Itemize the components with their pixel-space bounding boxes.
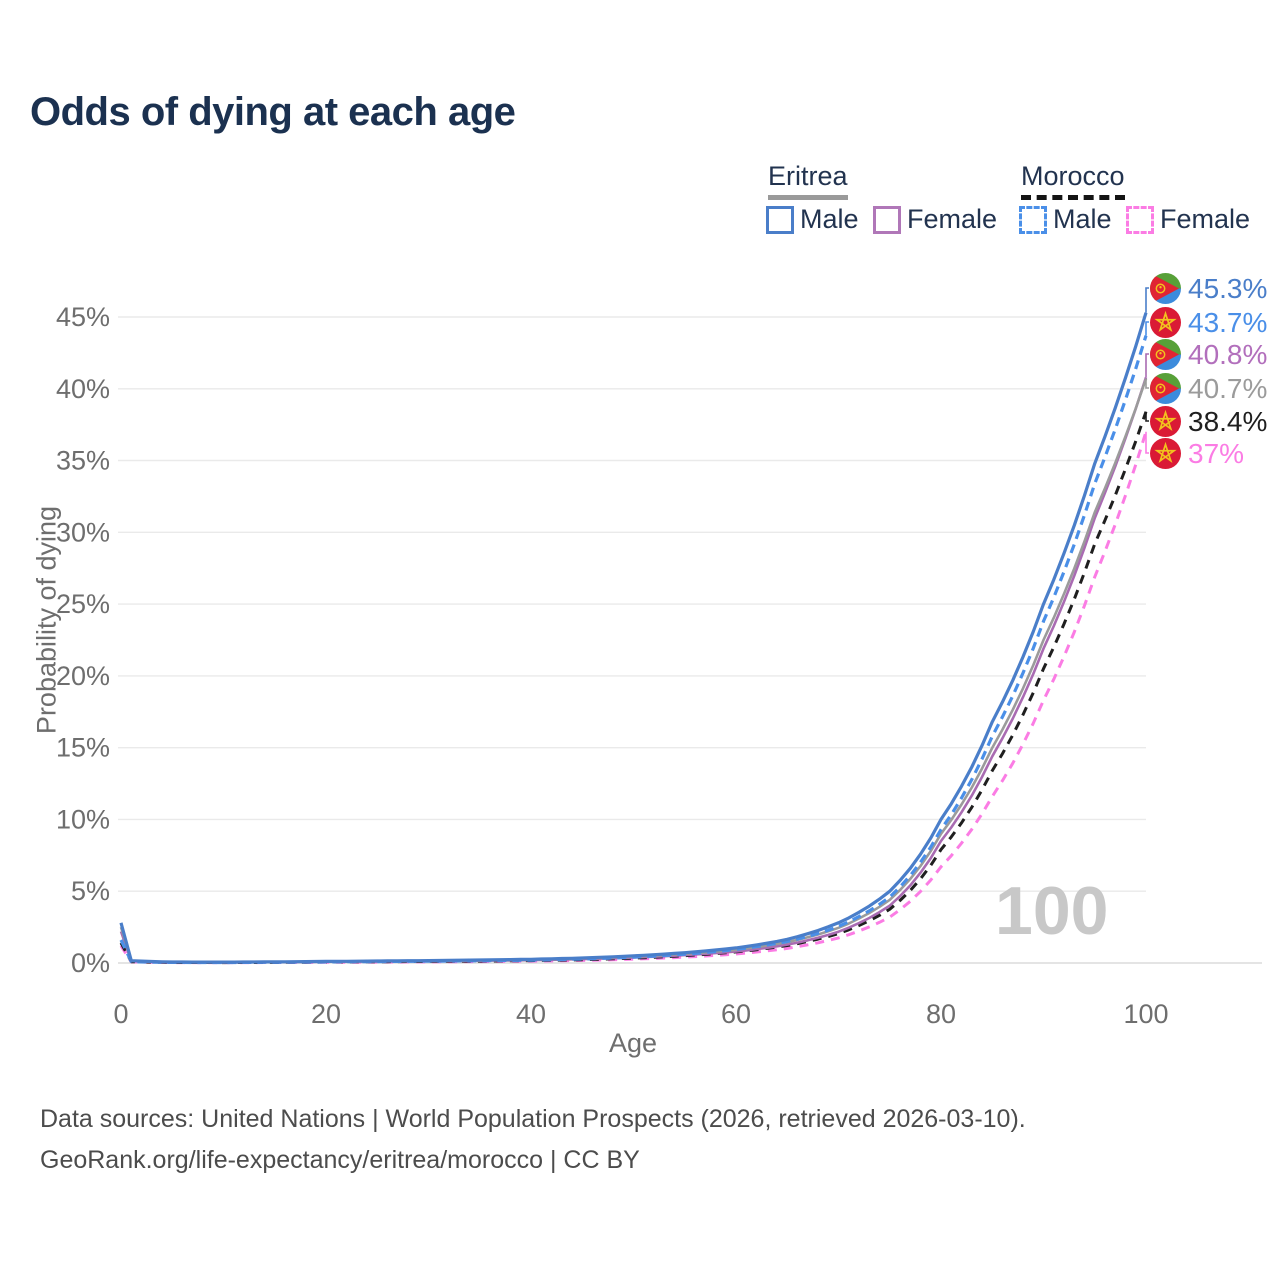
eritrea-flag-icon bbox=[1150, 339, 1181, 370]
attribution-text: GeoRank.org/life-expectancy/eritrea/moro… bbox=[40, 1146, 640, 1174]
eritrea-female-swatch-icon bbox=[873, 205, 901, 234]
y-tick-label: 15% bbox=[56, 733, 110, 763]
y-tick-label: 25% bbox=[56, 589, 110, 619]
series-line-eritrea-male bbox=[119, 312, 1148, 964]
legend-label: Female bbox=[907, 204, 998, 234]
end-label-eritrea-female: 40.8% bbox=[1150, 339, 1267, 370]
end-label-morocco-female: 37% bbox=[1150, 438, 1244, 469]
end-label-eritrea-both: 40.7% bbox=[1150, 373, 1267, 404]
y-tick-label: 35% bbox=[56, 446, 110, 476]
legend-label: Male bbox=[800, 204, 859, 234]
end-value: 38.4% bbox=[1188, 405, 1268, 437]
end-label-eritrea-male: 45.3% bbox=[1150, 273, 1267, 304]
legend-group-eritrea: Eritrea bbox=[768, 161, 848, 200]
end-value: 40.7% bbox=[1188, 372, 1268, 404]
legend-label: Male bbox=[1053, 204, 1112, 234]
legend-item-morocco-female[interactable]: Female bbox=[1126, 204, 1250, 235]
x-tick-label: 60 bbox=[721, 999, 751, 1029]
series-line-morocco-female bbox=[119, 431, 1148, 965]
y-tick-label: 45% bbox=[56, 302, 110, 332]
morocco-flag-icon bbox=[1150, 406, 1181, 437]
x-tick-label: 40 bbox=[516, 999, 546, 1029]
age-watermark: 100 bbox=[995, 873, 1109, 949]
x-axis-title: Age bbox=[608, 1028, 658, 1058]
end-value: 40.8% bbox=[1188, 338, 1268, 370]
series-line-morocco-male bbox=[119, 335, 1148, 965]
end-label-morocco-both: 38.4% bbox=[1150, 406, 1267, 437]
x-tick-label: 80 bbox=[926, 999, 956, 1029]
y-axis-title: Probability of dying bbox=[31, 505, 62, 735]
y-tick-label: 5% bbox=[71, 876, 110, 906]
eritrea-flag-icon bbox=[1150, 273, 1181, 304]
end-value: 43.7% bbox=[1188, 306, 1268, 338]
end-label-morocco-male: 43.7% bbox=[1150, 307, 1267, 338]
leader-line bbox=[1145, 287, 1149, 313]
page-title: Odds of dying at each age bbox=[30, 90, 516, 134]
x-tick-label: 20 bbox=[311, 999, 341, 1029]
leader-line bbox=[1145, 353, 1149, 378]
y-tick-label: 10% bbox=[56, 804, 110, 834]
legend-item-eritrea-female[interactable]: Female bbox=[873, 204, 997, 235]
legend-label: Female bbox=[1160, 204, 1251, 234]
end-value: 37% bbox=[1188, 437, 1245, 469]
data-sources-text: Data sources: United Nations | World Pop… bbox=[40, 1105, 1026, 1133]
y-tick-label: 0% bbox=[71, 948, 110, 978]
morocco-flag-icon bbox=[1150, 438, 1181, 469]
legend-item-morocco-male[interactable]: Male bbox=[1019, 204, 1112, 235]
eritrea-male-swatch-icon bbox=[766, 205, 794, 234]
eritrea-flag-icon bbox=[1150, 373, 1181, 404]
leader-line bbox=[1145, 378, 1149, 389]
series-line-eritrea-female bbox=[119, 376, 1148, 964]
morocco-female-swatch-icon bbox=[1126, 205, 1154, 234]
series-line-eritrea bbox=[119, 378, 1148, 964]
x-tick-label: 0 bbox=[113, 999, 128, 1029]
leader-line bbox=[1145, 411, 1149, 422]
end-value: 45.3% bbox=[1188, 272, 1268, 304]
leader-line bbox=[1145, 431, 1149, 454]
legend-item-eritrea-male[interactable]: Male bbox=[766, 204, 859, 235]
leader-line bbox=[1145, 321, 1149, 336]
y-tick-label: 30% bbox=[56, 517, 110, 547]
y-tick-label: 20% bbox=[56, 661, 110, 691]
y-tick-label: 40% bbox=[56, 374, 110, 404]
morocco-male-swatch-icon bbox=[1019, 205, 1047, 234]
series-line-morocco bbox=[119, 411, 1148, 965]
morocco-flag-icon bbox=[1150, 307, 1181, 338]
legend-group-morocco: Morocco bbox=[1021, 161, 1125, 200]
x-tick-label: 100 bbox=[1123, 999, 1168, 1029]
